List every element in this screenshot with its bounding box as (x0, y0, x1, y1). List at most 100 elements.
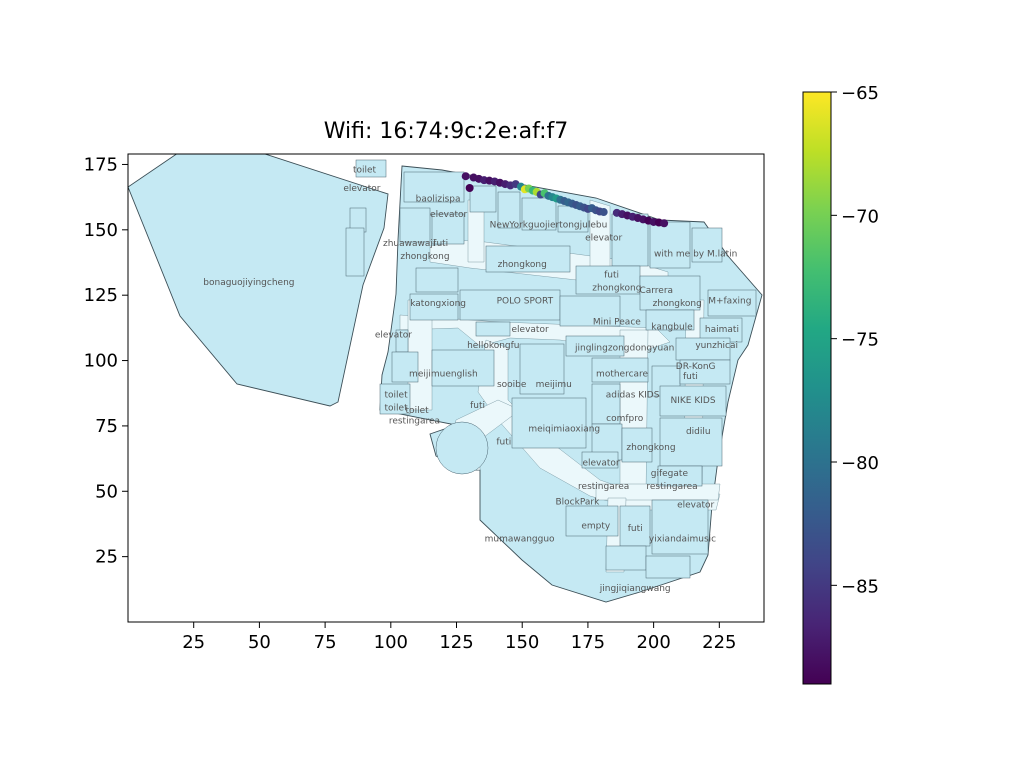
room (521, 197, 557, 231)
room (621, 427, 653, 463)
y-tick-label: 50 (95, 481, 118, 502)
colorbar-gradient (802, 91, 832, 685)
x-tick-label: 50 (248, 632, 271, 653)
floor-plan-map: toilet elevator bonaguojiyingcheng baolizis… (128, 154, 763, 603)
colorbar: −65 −70 −75 −80 −85 (802, 83, 879, 685)
store-label: restingarea (578, 482, 629, 492)
store-label: NIKE KIDS (671, 396, 716, 406)
room (409, 293, 459, 321)
y-tick-label: 100 (84, 351, 118, 372)
room (691, 227, 723, 263)
store-label: futi (433, 239, 448, 249)
store-label: meiqimiaoxiang (528, 425, 600, 435)
store-label: kangbule (651, 323, 693, 333)
room (651, 499, 709, 555)
store-label: zhuawawaji (383, 239, 435, 249)
room (575, 265, 641, 295)
store-label: restingarea (389, 417, 440, 427)
signal-point (465, 183, 474, 192)
store-label: toilet (385, 391, 409, 401)
store-label: toilet (385, 404, 409, 414)
store-label: meijimu (536, 380, 572, 390)
room (659, 417, 723, 467)
room (431, 349, 495, 387)
store-label: zhongkong (626, 443, 675, 453)
chart-title: Wifi: 16:74:9c:2e:af:f7 (324, 119, 569, 144)
store-label: yunzhicai (695, 341, 738, 351)
room (565, 505, 619, 537)
store-label: NewYorkguojiertongjulebu (490, 221, 608, 231)
room (459, 289, 561, 321)
room (679, 359, 731, 385)
store-label: elevator (582, 459, 619, 469)
x-tick-label: 25 (182, 632, 205, 653)
room (435, 421, 489, 475)
store-label: zhongkong (400, 252, 449, 262)
store-label: bonaguojiyingcheng (203, 278, 294, 288)
room (639, 275, 701, 311)
store-label: jingjiqiangwang (599, 584, 671, 594)
x-tick-label: 225 (702, 632, 736, 653)
room (391, 351, 419, 383)
room (497, 191, 521, 229)
scatter-points (461, 172, 669, 228)
y-tick-label: 125 (84, 285, 118, 306)
store-label: toilet (406, 406, 430, 416)
axes-frame (127, 153, 765, 623)
store-label: didilu (686, 427, 711, 437)
room (379, 383, 411, 415)
store-labels: toilet elevator bonaguojiyingcheng baolizis… (203, 166, 751, 594)
room (469, 185, 497, 213)
room (415, 267, 459, 293)
y-tick-label: 150 (84, 220, 118, 241)
room (355, 159, 387, 178)
west-building-outline (128, 154, 389, 407)
store-label: mothercare (596, 370, 649, 380)
store-label: POLO SPORT (497, 296, 554, 306)
x-tick-label: 125 (439, 632, 473, 653)
y-tick-label: 175 (84, 154, 118, 175)
store-label: empty (581, 521, 611, 531)
store-label: elevator (585, 234, 622, 244)
room (557, 205, 589, 233)
store-label: Carrera (639, 286, 673, 296)
colorbar-tick-label: −70 (841, 206, 879, 227)
colorbar-tick-label: −65 (841, 83, 879, 104)
signal-point (461, 172, 470, 181)
x-tick-label: 175 (571, 632, 605, 653)
x-tick-label: 200 (636, 632, 670, 653)
store-label: BlockPark (556, 498, 601, 508)
colorbar-tick-label: −75 (841, 330, 879, 351)
x-tick-label: 150 (505, 632, 539, 653)
store-label: adidas KIDS (606, 391, 660, 401)
store-label: mumawangguo (485, 534, 555, 544)
store-label: restingarea (646, 482, 697, 492)
store-label: hellokongfu (467, 341, 519, 351)
store-label: zhongkong (653, 299, 702, 309)
room (707, 289, 757, 317)
room (403, 171, 465, 203)
room (619, 505, 651, 547)
store-label: futi (683, 372, 698, 382)
store-label: M+faxing (708, 296, 751, 306)
store-label: futi (470, 401, 485, 411)
room (485, 245, 571, 273)
y-tick-label: 25 (95, 547, 118, 568)
room (399, 207, 431, 243)
signal-point (660, 219, 669, 228)
room (591, 383, 621, 425)
store-label: elevator (677, 500, 714, 510)
store-label: Mini Peace (593, 317, 641, 327)
room (591, 357, 649, 383)
x-tick-label: 75 (314, 632, 337, 653)
x-axis-ticks: 25 50 75 100 125 150 175 200 225 (182, 622, 737, 653)
colorbar-ticks: −65 −70 −75 −80 −85 (831, 83, 879, 597)
store-label: comfpro (606, 414, 644, 424)
room (657, 465, 703, 487)
room (649, 221, 691, 269)
store-label: haimati (705, 325, 739, 335)
room (605, 545, 647, 571)
colorbar-tick-label: −85 (841, 576, 879, 597)
signal-point (599, 208, 608, 217)
